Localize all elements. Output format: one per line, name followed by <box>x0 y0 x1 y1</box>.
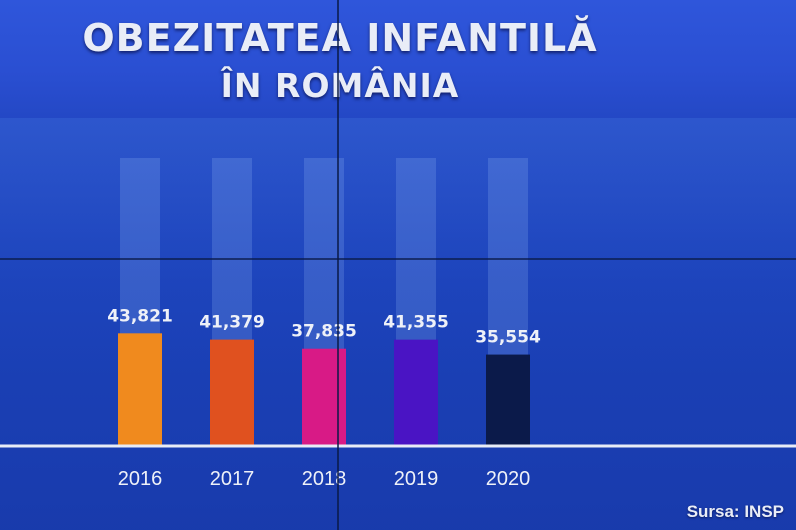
x-tick-2018: 2018 <box>302 468 347 490</box>
data-labels: 43,821 41,379 37,835 41,355 35,554 <box>107 306 541 347</box>
source-label: Sursa: INSP <box>686 502 784 521</box>
chart-panel <box>0 118 796 530</box>
x-tick-2017: 2017 <box>210 468 255 490</box>
data-label-2020: 35,554 <box>475 328 541 348</box>
chart-title: OBEZITATEA INFANTILĂ <box>82 16 598 60</box>
bar-2020 <box>486 354 530 446</box>
bars <box>118 333 530 446</box>
data-label-2017: 41,379 <box>199 313 265 333</box>
title-band <box>0 0 796 118</box>
bar-2019 <box>394 339 438 446</box>
data-label-2018: 37,835 <box>291 322 357 342</box>
x-tick-2020: 2020 <box>486 468 531 490</box>
bar-2016 <box>118 333 162 446</box>
data-label-2016: 43,821 <box>107 306 173 326</box>
screen-seam-vertical <box>337 0 339 530</box>
x-tick-2019: 2019 <box>394 468 439 490</box>
data-label-2019: 41,355 <box>383 313 449 333</box>
bar-2018 <box>302 348 346 446</box>
screen-seam-horizontal <box>0 258 796 260</box>
x-tick-labels: 2016 2017 2018 2019 2020 <box>118 468 531 490</box>
bar-2017 <box>210 339 254 446</box>
x-tick-2016: 2016 <box>118 468 163 490</box>
chart-subtitle: ÎN ROMÂNIA <box>220 66 460 105</box>
